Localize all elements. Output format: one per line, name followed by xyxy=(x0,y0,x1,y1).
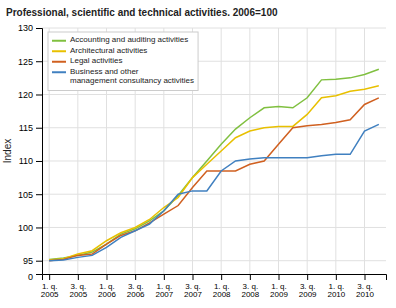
legend-label: Business and othermanagement consultancy… xyxy=(70,67,194,86)
tick-label: 115 xyxy=(19,123,33,133)
x-tick: 3. q.2008 xyxy=(241,274,259,299)
grid-line xyxy=(42,28,386,29)
grid-line xyxy=(307,28,308,274)
tick-mark xyxy=(365,274,366,280)
tick-mark xyxy=(307,274,308,280)
grid-line xyxy=(249,28,250,274)
tick-mark xyxy=(107,274,108,280)
x-tick: 1. q.2009 xyxy=(270,274,288,299)
tick-mark xyxy=(36,28,42,29)
title: Professional, scientific and technical a… xyxy=(6,7,278,18)
grid-line xyxy=(335,28,336,274)
series-line xyxy=(49,124,379,260)
x-axis: 1. q.2005 3. q.2005 1. q.2006 3. q.2006 1. q… xyxy=(41,274,387,299)
tick-mark xyxy=(49,274,50,280)
grid-line xyxy=(42,194,386,195)
tick-mark xyxy=(36,128,42,129)
tick-label: 120 xyxy=(18,90,33,100)
x-tick: 1. q.2007 xyxy=(155,274,173,299)
y-tick: 120 xyxy=(18,90,42,100)
y-axis-title: Index xyxy=(2,139,13,163)
tick-label: 125 xyxy=(18,57,33,67)
tick-label: 3. q.2010 xyxy=(356,282,374,300)
tick-mark xyxy=(36,161,42,162)
legend-box xyxy=(48,32,198,91)
legend-label: Legal activities xyxy=(70,56,122,65)
tick-mark xyxy=(221,274,222,280)
tick-mark xyxy=(36,94,42,95)
grid-line xyxy=(42,260,386,261)
tick-label: 1. q.2007 xyxy=(155,282,173,300)
tick-label: 130 xyxy=(18,23,33,33)
tick-label: 110 xyxy=(19,156,33,166)
tick-label: 105 xyxy=(18,190,33,200)
tick-label: 3. q.2007 xyxy=(184,282,202,300)
x-tick: 1. q.2010 xyxy=(327,274,345,299)
grid-line xyxy=(364,28,365,274)
x-tick: 1. q.2005 xyxy=(41,274,59,299)
tick-label: 1. q.2010 xyxy=(327,282,345,300)
tick-mark xyxy=(279,274,280,280)
tick-mark xyxy=(36,194,42,195)
tick-label: 1. q.2006 xyxy=(98,282,116,300)
annotation: 0 xyxy=(28,272,33,282)
tick-label: 100 xyxy=(18,223,33,233)
y-tick: 130 xyxy=(18,23,42,33)
x-tick: 3. q.2007 xyxy=(184,274,202,299)
x-tick: 3. q.2010 xyxy=(356,274,374,299)
x-tick: 1. q.2008 xyxy=(213,274,231,299)
y-tick: 95 xyxy=(23,256,42,266)
grid-line xyxy=(42,127,386,128)
tick-mark xyxy=(250,274,251,280)
legend-swatch xyxy=(52,61,66,63)
plot: 95 100 105 110 115 120 125 130 1. q.2005 3. q.200… xyxy=(18,23,387,299)
grid xyxy=(42,28,386,274)
legend-swatch xyxy=(52,71,66,73)
tick-mark xyxy=(193,274,194,280)
tick-mark xyxy=(336,274,337,280)
tick-label: 3. q.2006 xyxy=(127,282,145,300)
legend-swatch xyxy=(52,50,66,52)
tick-mark xyxy=(36,61,42,62)
tick-label: 95 xyxy=(23,256,33,266)
tick-mark xyxy=(164,274,165,280)
grid-line xyxy=(42,160,386,161)
y-axis: 95 100 105 110 115 120 125 130 xyxy=(18,23,43,274)
grid-line xyxy=(42,94,386,95)
series-line xyxy=(49,86,379,260)
tick-label: 3. q.2008 xyxy=(241,282,259,300)
x-tick: 3. q.2006 xyxy=(127,274,145,299)
x-tick: 1. q.2006 xyxy=(98,274,116,299)
tick-label: 1. q.2008 xyxy=(213,282,231,300)
tick-mark xyxy=(78,274,79,280)
tick-mark xyxy=(135,274,136,280)
y-tick: 100 xyxy=(18,223,42,233)
y-tick: 125 xyxy=(18,57,42,67)
legend: Accounting and auditing activities Archit… xyxy=(48,32,198,91)
tick-mark xyxy=(36,261,42,262)
tick-label: 3. q.2005 xyxy=(69,282,87,300)
x-tick: 3. q.2009 xyxy=(299,274,317,299)
series-line xyxy=(49,69,379,259)
axis-line xyxy=(36,29,43,275)
axis-line xyxy=(43,275,387,281)
tick-mark xyxy=(36,227,42,228)
tick-label: 1. q.2009 xyxy=(270,282,288,300)
tick-label: 1. q.2005 xyxy=(41,282,59,300)
grid-line xyxy=(42,227,386,228)
y-tick: 110 xyxy=(19,156,42,166)
lines xyxy=(49,69,379,260)
legend-label: Accounting and auditing activities xyxy=(70,35,188,44)
chart: Professional, scientific and technical a… xyxy=(0,0,396,308)
y-tick: 105 xyxy=(18,190,42,200)
y-tick: 115 xyxy=(19,123,42,133)
legend-label: Architectural activities xyxy=(70,46,147,55)
x-tick: 3. q.2005 xyxy=(69,274,87,299)
grid-line xyxy=(278,28,279,274)
series-line xyxy=(49,98,379,261)
legend-swatch xyxy=(52,40,66,42)
tick-label: 3. q.2009 xyxy=(299,282,317,300)
